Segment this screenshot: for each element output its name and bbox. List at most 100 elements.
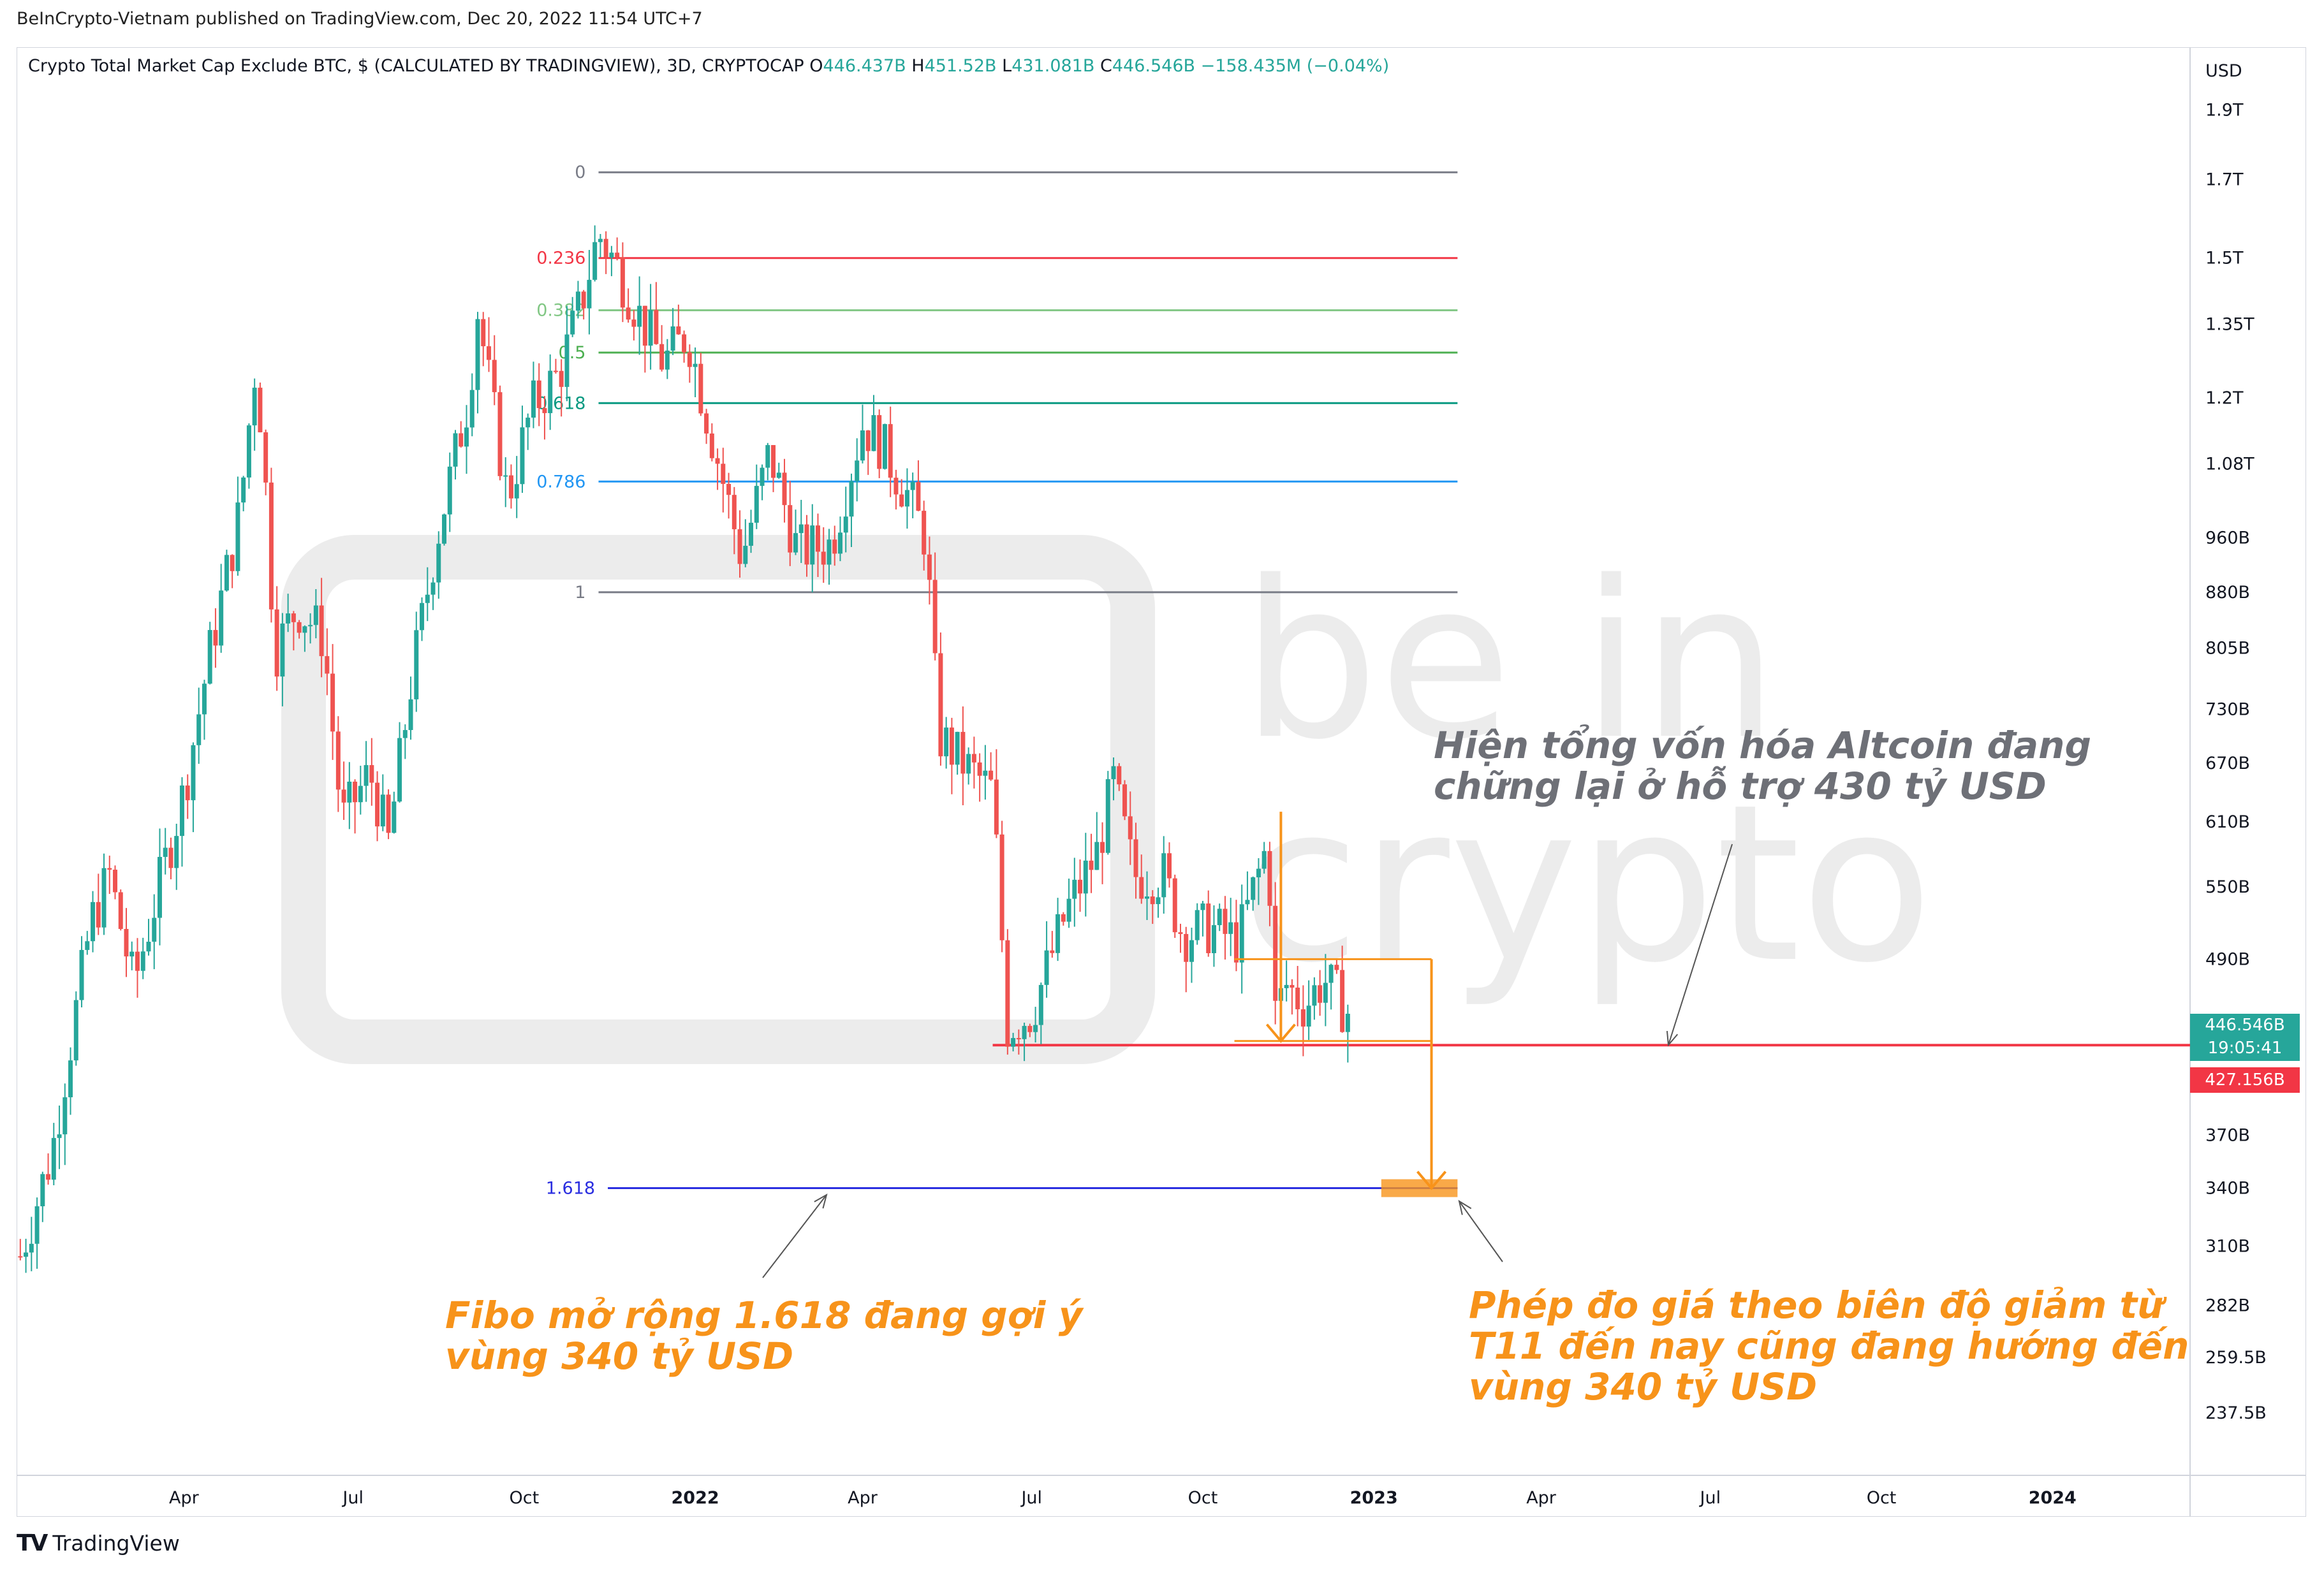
candle-body	[743, 546, 748, 564]
candle-body	[297, 622, 302, 633]
candle-body	[782, 472, 787, 506]
candle-body	[308, 625, 313, 627]
candle-body	[492, 360, 497, 393]
current-price-label: 446.546B	[2205, 1016, 2285, 1035]
candle-body	[1328, 965, 1334, 983]
candle-body	[330, 673, 335, 732]
candle-body	[18, 1256, 23, 1258]
candle-body	[57, 1134, 62, 1138]
candle-body	[392, 801, 397, 833]
candle-body	[894, 478, 899, 495]
candle-body	[1211, 925, 1216, 953]
y-tick-label: 1.7T	[2205, 170, 2244, 190]
high-label: H	[911, 56, 925, 76]
y-tick-label: 1.9T	[2205, 100, 2244, 120]
candle-body	[520, 427, 525, 485]
candle-body	[553, 370, 558, 372]
candle-body	[1161, 853, 1166, 898]
candle-body	[1200, 903, 1205, 910]
candle-body	[1055, 914, 1061, 953]
candle-body	[971, 754, 976, 763]
candle-body	[1011, 1038, 1016, 1047]
candle-body	[40, 1174, 45, 1206]
candle-body	[676, 326, 681, 335]
y-tick-label: 880B	[2205, 583, 2250, 603]
candle-body	[386, 794, 391, 833]
candle-body	[682, 334, 687, 353]
candle-body	[213, 630, 218, 646]
symbol-name[interactable]: Crypto Total Market Cap Exclude BTC, $ (…	[28, 56, 804, 76]
candle-body	[788, 505, 793, 553]
chart-frame[interactable]: be in crypto USD 1.9T 1.7T 1.5T 1.35T 1.2T 1.08T…	[17, 47, 2306, 1517]
candle-body	[1156, 897, 1161, 905]
candle-body	[1261, 851, 1267, 869]
candle-body	[916, 481, 921, 511]
candle-body	[263, 432, 268, 483]
candle-body	[1334, 965, 1339, 970]
candle-body	[1290, 984, 1295, 988]
publisher-line: BeInCrypto-Vietnam published on TradingV…	[17, 9, 703, 29]
x-tick-label: Oct	[1867, 1488, 1897, 1508]
candle-body	[1072, 879, 1077, 899]
x-tick-label: Apr	[848, 1488, 878, 1508]
candle-body	[73, 1000, 78, 1061]
candle-body	[1117, 766, 1122, 785]
candle-body	[765, 445, 770, 468]
watermark-bracket	[281, 535, 1155, 1064]
candle-body	[268, 482, 274, 610]
candle-body	[1128, 816, 1133, 840]
x-tick-label: 2023	[1350, 1488, 1398, 1508]
candle-body	[938, 653, 943, 757]
candle-body	[1094, 842, 1099, 870]
candle-body	[815, 525, 820, 552]
candle-body	[659, 344, 665, 370]
tradingview-logo-text: TradingView	[52, 1531, 180, 1556]
candle-body	[291, 613, 296, 622]
candle-body	[514, 484, 519, 499]
candle-body	[508, 475, 513, 499]
candle-body	[1078, 879, 1083, 894]
candle-body	[860, 430, 865, 461]
candle-body	[1345, 1013, 1350, 1032]
change-value: −158.435M (−0.04%)	[1200, 56, 1390, 76]
candle-body	[442, 514, 447, 544]
measure-note-pointer	[1459, 1201, 1503, 1262]
candle-body	[798, 524, 804, 534]
candle-body	[358, 785, 363, 803]
tradingview-logo[interactable]: TV TradingView	[17, 1530, 180, 1556]
candle-body	[804, 524, 809, 565]
candle-body	[1217, 909, 1222, 926]
candle-body	[174, 836, 179, 868]
candle-body	[425, 594, 430, 603]
candle-body	[280, 623, 285, 677]
candle-body	[313, 605, 318, 625]
candle-body	[96, 902, 101, 928]
candle-body	[101, 868, 107, 928]
y-tick-label: 1.35T	[2205, 314, 2254, 334]
candle-body	[152, 917, 157, 942]
candle-body	[1100, 842, 1105, 853]
candle-body	[319, 605, 324, 657]
candle-body	[1044, 950, 1049, 985]
candle-body	[157, 857, 162, 918]
candle-body	[966, 754, 971, 774]
candle-body	[202, 683, 207, 715]
candle-body	[1145, 896, 1150, 899]
candle-body	[581, 291, 586, 309]
candle-body	[1318, 985, 1323, 1003]
candle-body	[626, 307, 631, 320]
support-price-badge: 427.156B	[2190, 1067, 2300, 1093]
x-tick-label: Oct	[510, 1488, 540, 1508]
candle-body	[420, 603, 425, 631]
y-tick-label: 340B	[2205, 1179, 2250, 1199]
fibo-note-pointer-head	[814, 1193, 828, 1209]
candle-body	[837, 532, 842, 554]
candle-body	[179, 785, 184, 836]
candle-body	[113, 870, 118, 893]
candle-body	[1111, 766, 1116, 780]
candle-body	[1027, 1026, 1033, 1032]
candle-body	[615, 252, 620, 258]
candle-body	[1038, 984, 1043, 1025]
candle-body	[754, 486, 759, 523]
